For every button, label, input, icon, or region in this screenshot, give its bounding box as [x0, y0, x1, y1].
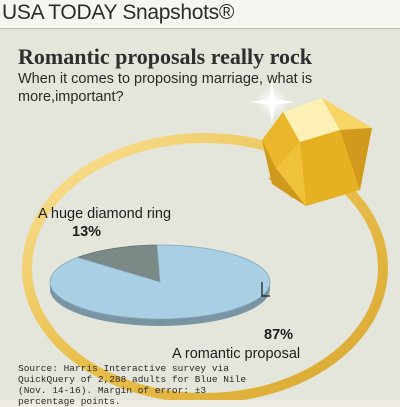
value-label-diamond-ring: 13%	[72, 224, 102, 240]
masthead: USA TODAY Snapshots®	[0, 0, 400, 29]
ring-band	[22, 133, 388, 400]
chart-subtitle: When it comes to proposing marriage, wha…	[18, 71, 313, 105]
gem-icon	[262, 98, 372, 206]
sparkle-icon	[250, 80, 294, 124]
pie-side-wall	[50, 282, 270, 326]
pie-slice-a-huge-diamond-ring	[76, 244, 161, 283]
category-label-diamond-ring: A huge diamond ring	[38, 206, 172, 222]
pie-slice-a-romantic-proposal	[49, 244, 271, 320]
pie-chart	[49, 244, 271, 326]
snapshot-panel	[0, 29, 400, 400]
chart-title: Romantic proposals really rock	[18, 44, 312, 69]
value-label-romantic-proposal: 87%	[264, 327, 294, 343]
masthead-title: USA TODAY Snapshots®	[2, 1, 235, 24]
leader-line-romantic-proposal	[261, 282, 270, 297]
source-note: Source: Harris Interactive survey via Qu…	[18, 363, 247, 407]
category-label-romantic-proposal: A romantic proposal	[172, 346, 301, 362]
